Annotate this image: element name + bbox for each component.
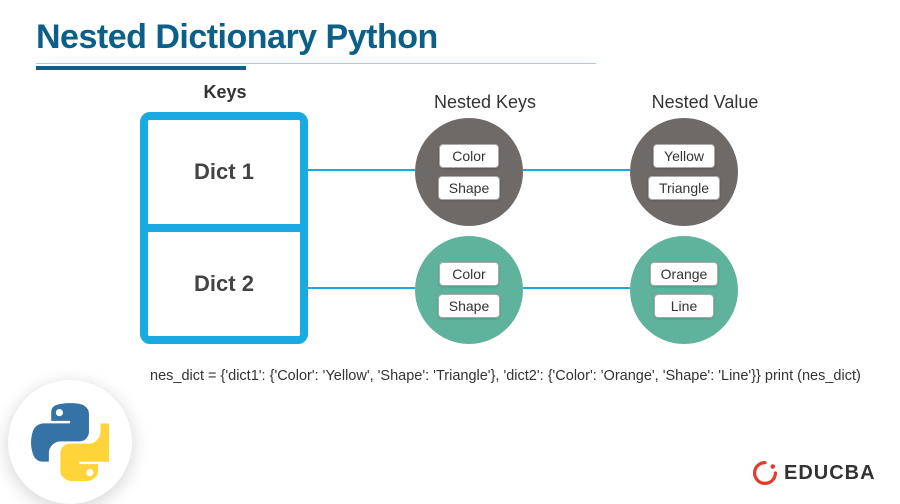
brand-text: EDUCBA — [784, 462, 876, 485]
dict-cell-1: Dict 1 — [148, 120, 300, 224]
tag-value: Triangle — [648, 176, 720, 200]
title-block: Nested Dictionary Python — [0, 0, 900, 70]
tag-key: Shape — [438, 176, 500, 200]
dict-cell-2: Dict 2 — [148, 224, 300, 336]
python-logo — [8, 380, 132, 504]
column-label-keys: Keys — [185, 82, 265, 103]
tag-key: Color — [439, 262, 499, 286]
connector-3 — [523, 287, 630, 289]
nested-keys-circle-1: Color Shape — [415, 118, 523, 226]
connector-2 — [308, 287, 415, 289]
brand-mark-icon — [752, 460, 778, 486]
connector-0 — [308, 169, 415, 171]
tag-value: Orange — [650, 262, 719, 286]
code-snippet: nes_dict = {'dict1': {'Color': 'Yellow',… — [150, 368, 861, 384]
tag-value: Line — [654, 294, 714, 318]
page-title: Nested Dictionary Python — [36, 18, 900, 57]
connector-1 — [523, 169, 630, 171]
title-underline-thick — [36, 66, 246, 70]
keys-container: Dict 1 Dict 2 — [140, 112, 308, 344]
tag-key: Color — [439, 144, 499, 168]
brand-logo: EDUCBA — [752, 460, 876, 486]
column-label-nested-value: Nested Value — [635, 92, 775, 113]
column-label-nested-keys: Nested Keys — [420, 92, 550, 113]
title-underline-thin — [36, 63, 596, 64]
python-icon — [31, 403, 109, 481]
tag-key: Shape — [438, 294, 500, 318]
nested-value-circle-1: Yellow Triangle — [630, 118, 738, 226]
nested-value-circle-2: Orange Line — [630, 236, 738, 344]
nested-keys-circle-2: Color Shape — [415, 236, 523, 344]
tag-value: Yellow — [653, 144, 715, 168]
